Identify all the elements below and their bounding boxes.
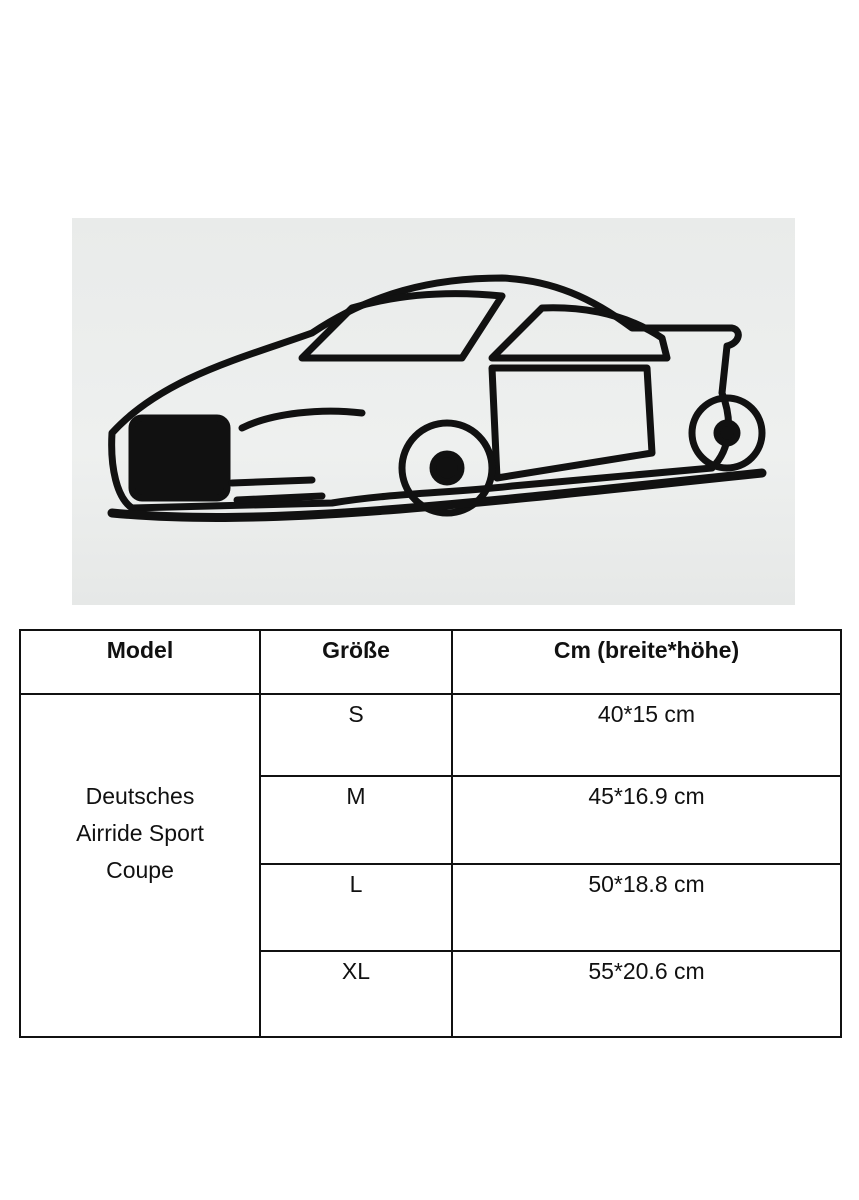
size-cell: L (259, 863, 453, 952)
table-row: L 50*18.8 cm (20, 863, 842, 952)
table-row: XL 55*20.6 cm (20, 950, 842, 1038)
car-silhouette-photo (72, 218, 795, 605)
table-row: Deutsches Airride Sport Coupe S 40*15 cm (19, 693, 842, 1038)
model-line: Deutsches (85, 783, 195, 809)
dimensions-cell: 50*18.8 cm (451, 863, 842, 952)
size-cell: S (259, 693, 453, 777)
table-header-row: Model Größe Cm (breite*höhe) (19, 629, 842, 695)
model-line: Airride Sport (76, 820, 204, 846)
dimensions-cell: 55*20.6 cm (451, 950, 842, 1038)
size-cell: XL (259, 950, 453, 1038)
size-table: Model Größe Cm (breite*höhe) Deutsches A… (19, 629, 842, 1038)
model-line: Coupe (106, 857, 174, 883)
dimensions-cell: 45*16.9 cm (451, 775, 842, 865)
header-model: Model (19, 629, 261, 695)
dimensions-cell: 40*15 cm (451, 693, 842, 777)
header-dimensions: Cm (breite*höhe) (451, 629, 842, 695)
size-cell: M (259, 775, 453, 865)
header-size: Größe (259, 629, 453, 695)
car-silhouette (107, 274, 767, 522)
model-cell: Deutsches Airride Sport Coupe (19, 693, 261, 1038)
table-row: M 45*16.9 cm (20, 775, 842, 865)
